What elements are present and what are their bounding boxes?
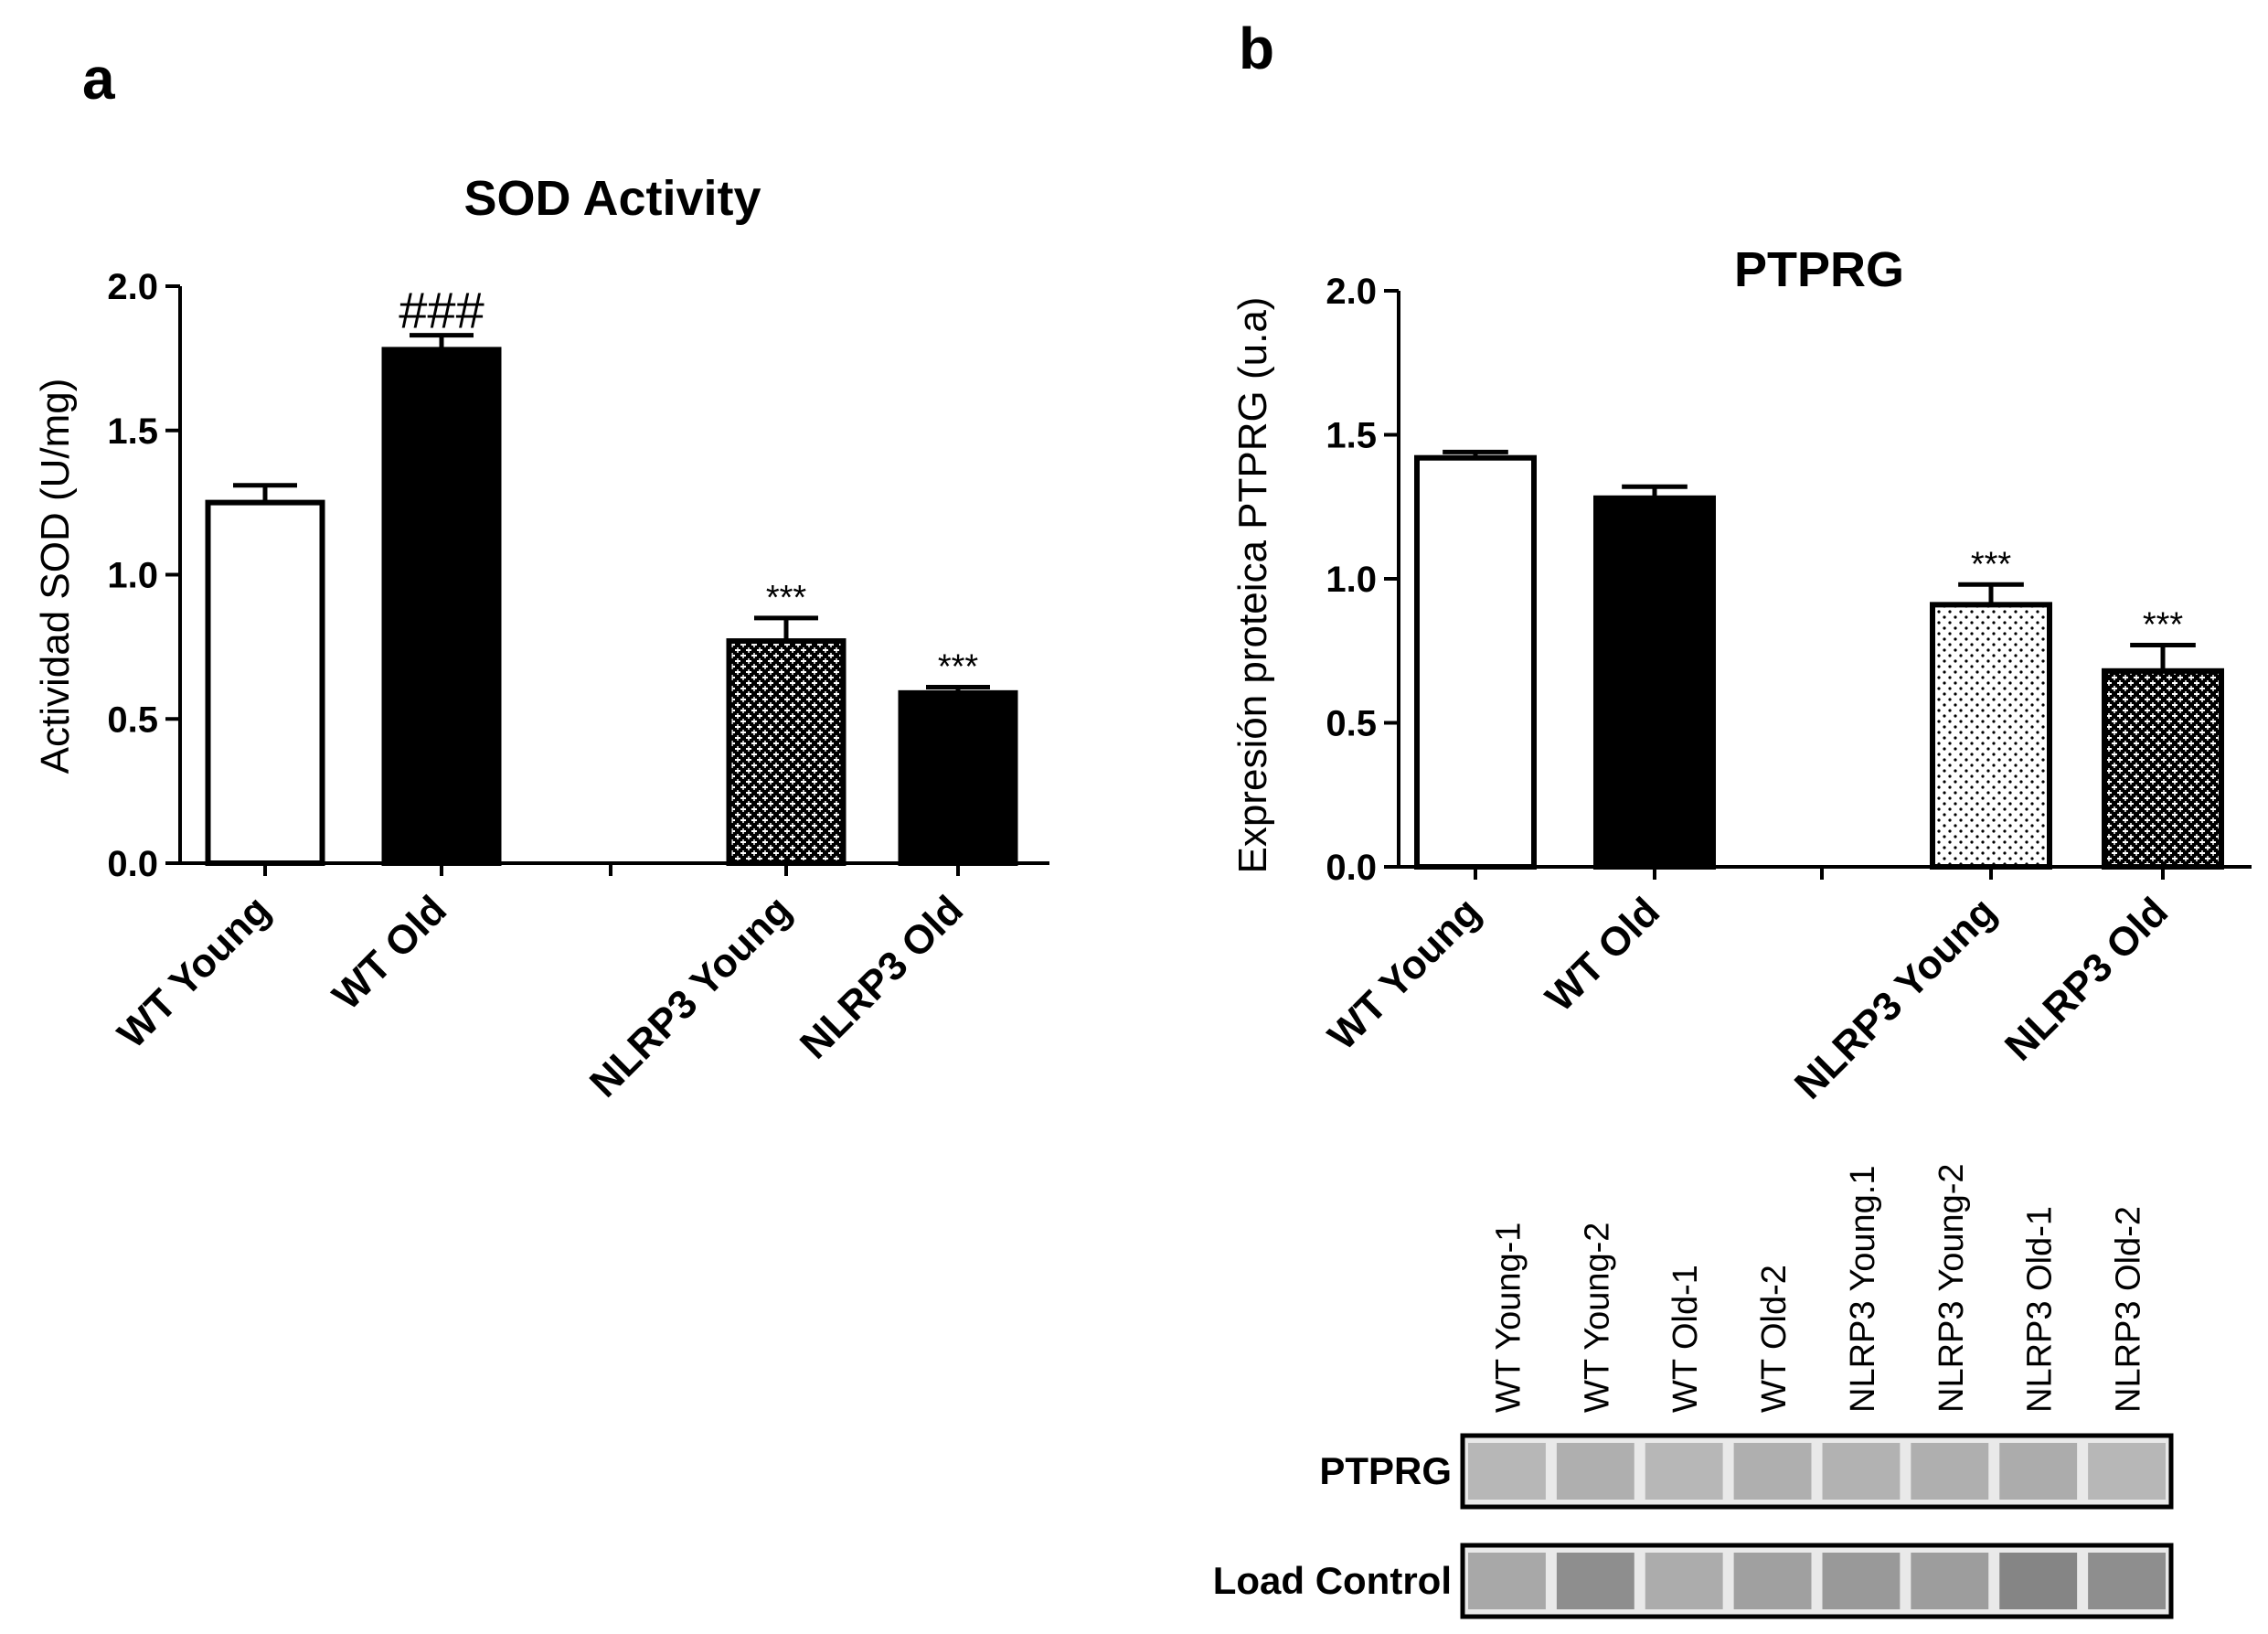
y-tick-label: 0.5 xyxy=(107,700,158,740)
blot-band xyxy=(1733,1443,1812,1500)
x-tick-label: NLRP3 Young xyxy=(581,887,800,1105)
blot-row-label: PTPRG xyxy=(1319,1449,1452,1492)
y-tick-label: 0.5 xyxy=(1326,704,1377,744)
y-tick-label: 1.0 xyxy=(107,556,158,596)
y-tick-label: 0.0 xyxy=(1326,848,1377,888)
bar xyxy=(2102,667,2224,870)
x-tick-label: NLRP3 Old xyxy=(1996,889,2177,1069)
lane-label: NLRP3 Young.1 xyxy=(1844,1166,1882,1413)
blot-band xyxy=(1733,1553,1812,1609)
significance-label: *** xyxy=(2143,605,2184,644)
chart-title: SOD Activity xyxy=(463,171,761,226)
blot-band xyxy=(1999,1443,2078,1500)
sod-activity-chart: SOD Activity Actividad SOD (U/mg) 0.0 0.5 1.… xyxy=(33,171,1049,1106)
lane-label: NLRP3 Old-1 xyxy=(2021,1206,2060,1413)
y-axis-title: Actividad SOD (U/mg) xyxy=(33,379,78,774)
blot-band xyxy=(2088,1443,2166,1500)
x-tick-label: WT Young xyxy=(109,887,279,1057)
blot-band xyxy=(1556,1443,1634,1500)
x-tick-label: WT Young xyxy=(1319,889,1489,1059)
lane-label: NLRP3 Young-2 xyxy=(1933,1163,1971,1413)
bar xyxy=(381,347,502,867)
y-tick-label: 1.5 xyxy=(1326,416,1377,456)
y-tick-label: 0.0 xyxy=(107,844,158,884)
y-tick-label: 1.0 xyxy=(1326,560,1377,600)
panel-label-a: a xyxy=(82,46,115,112)
y-tick-label: 2.0 xyxy=(1326,272,1377,312)
blot-band xyxy=(1468,1553,1546,1609)
x-tick-label: NLRP3 Old xyxy=(792,887,972,1067)
bar xyxy=(1930,602,2052,870)
x-tick-label: NLRP3 Young xyxy=(1786,889,2005,1107)
western-blot: WT Young-1 WT Young-2 WT Old-1 WT Old-2 NLRP… xyxy=(1213,1163,2174,1619)
x-tick-label: WT Old xyxy=(325,887,456,1019)
chart-title: PTPRG xyxy=(1734,242,1904,297)
panel-label-b: b xyxy=(1239,16,1274,81)
bar xyxy=(1414,454,1537,870)
lane-label: NLRP3 Old-2 xyxy=(2110,1206,2148,1413)
blot-band xyxy=(1645,1553,1723,1609)
significance-label: *** xyxy=(1971,545,2012,583)
significance-label: ### xyxy=(399,282,484,339)
bar xyxy=(1593,495,1716,870)
lane-label: WT Old-2 xyxy=(1755,1265,1794,1413)
blot-band xyxy=(1468,1443,1546,1500)
blot-band xyxy=(1911,1443,1989,1500)
y-axis-title: Expresión proteica PTPRG (u.a) xyxy=(1230,297,1275,874)
x-tick-label: WT Old xyxy=(1538,889,1669,1020)
bar xyxy=(726,638,847,866)
lane-label: WT Old-1 xyxy=(1666,1265,1705,1413)
significance-label: *** xyxy=(766,579,807,617)
blot-band xyxy=(1645,1443,1723,1500)
blot-band xyxy=(1911,1553,1989,1609)
y-tick-label: 2.0 xyxy=(107,267,158,307)
y-tick-label: 1.5 xyxy=(107,411,158,452)
blot-row-label: Load Control xyxy=(1213,1559,1452,1602)
blot-band xyxy=(1556,1553,1634,1609)
bar xyxy=(205,499,325,866)
blot-band xyxy=(1822,1443,1901,1500)
blot-band xyxy=(1822,1553,1901,1609)
significance-label: *** xyxy=(938,648,979,687)
lane-label: WT Young-1 xyxy=(1489,1223,1528,1413)
lane-label: WT Young-2 xyxy=(1578,1223,1616,1413)
blot-band xyxy=(2088,1553,2166,1609)
bar xyxy=(898,689,1018,866)
ptprg-chart: PTPRG Expresión proteica PTPRG (u.a) 0.0 0.… xyxy=(1230,242,2252,1108)
blot-band xyxy=(1999,1553,2078,1609)
